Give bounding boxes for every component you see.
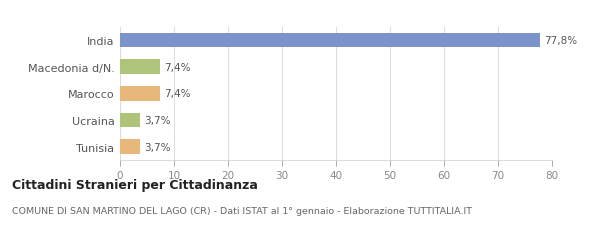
Bar [120,113,140,128]
Text: Cittadini Stranieri per Cittadinanza: Cittadini Stranieri per Cittadinanza [12,179,258,192]
Text: COMUNE DI SAN MARTINO DEL LAGO (CR) - Dati ISTAT al 1° gennaio - Elaborazione TU: COMUNE DI SAN MARTINO DEL LAGO (CR) - Da… [12,206,472,215]
Text: 77,8%: 77,8% [544,36,578,46]
Bar [120,33,540,48]
Bar [120,87,160,101]
Text: 3,7%: 3,7% [145,115,171,125]
Bar [120,60,160,75]
Text: 7,4%: 7,4% [164,89,191,99]
Text: 3,7%: 3,7% [145,142,171,152]
Bar [120,140,140,154]
Text: 7,4%: 7,4% [164,62,191,72]
